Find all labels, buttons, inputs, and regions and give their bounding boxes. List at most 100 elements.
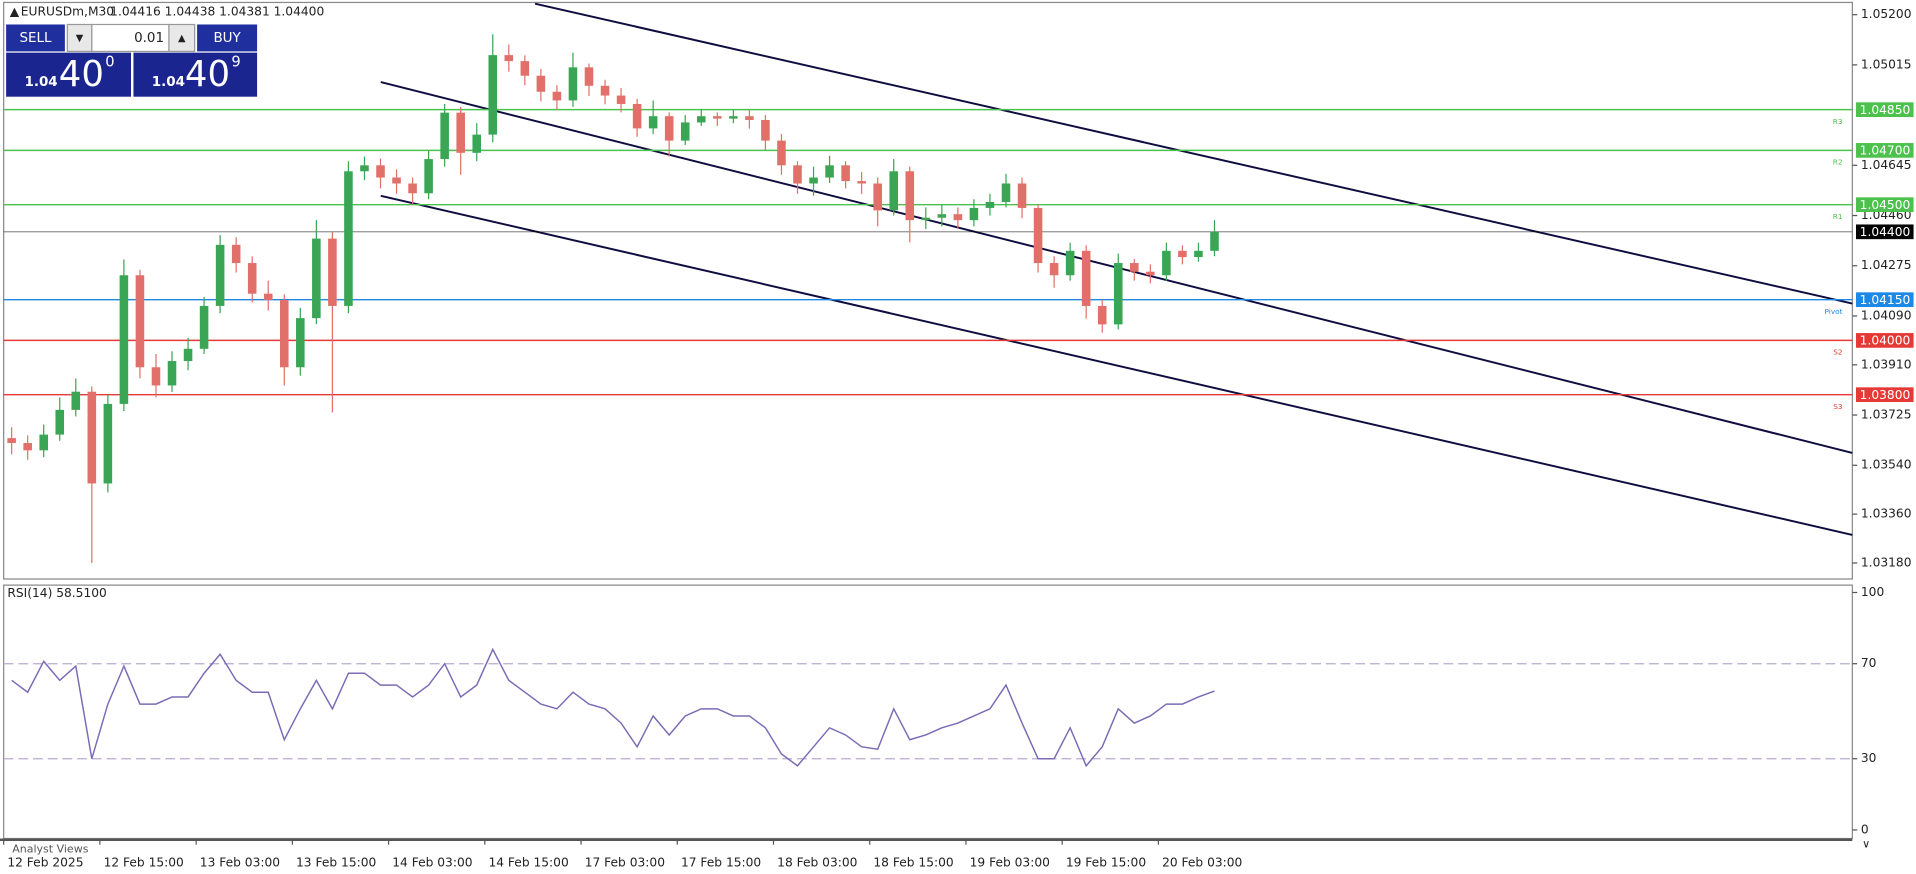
candle-body — [440, 112, 449, 160]
level-label: 1.03800 — [1860, 388, 1911, 402]
y-tick-label: 1.04275 — [1861, 258, 1912, 272]
candle-body — [713, 116, 722, 119]
candle-body — [1097, 305, 1107, 325]
scroll-icon[interactable]: ∨ — [1862, 838, 1870, 851]
y-tick-label: 30 — [1861, 751, 1877, 765]
x-tick-label: 13 Feb 15:00 — [296, 855, 376, 869]
candle-body — [1033, 207, 1043, 264]
candle-body — [873, 183, 882, 211]
symbol-title: EURUSDm,M30 — [21, 5, 114, 19]
level-label-box — [1856, 333, 1914, 348]
lot-down[interactable] — [66, 23, 93, 53]
level-name: R2 — [1833, 158, 1843, 167]
sell-price-box[interactable] — [6, 52, 131, 97]
candle-body — [504, 55, 514, 62]
candle-body — [376, 165, 385, 178]
candle-body — [215, 244, 225, 306]
level-name: R1 — [1833, 212, 1843, 221]
candle-body — [1194, 250, 1203, 258]
x-tick-label: 14 Feb 15:00 — [488, 855, 568, 869]
y-tick-label: 0 — [1861, 822, 1869, 836]
candle-body — [1178, 250, 1187, 258]
candle-body — [937, 214, 947, 218]
candle-body — [616, 95, 626, 104]
candle-body — [1081, 250, 1091, 306]
sell-button[interactable] — [6, 24, 65, 52]
candle-body — [584, 67, 594, 86]
candle-body — [231, 244, 241, 264]
candle-body — [809, 177, 818, 184]
x-tick-label: 17 Feb 03:00 — [585, 855, 665, 869]
candle-body — [761, 119, 770, 141]
candle-body — [263, 293, 273, 300]
level-label-box — [1856, 387, 1914, 403]
buy-label[interactable]: BUY — [213, 31, 241, 46]
candle-body — [841, 165, 850, 182]
main-panel — [3, 1, 1853, 580]
lot-input[interactable] — [91, 23, 170, 53]
lot-down-icon[interactable]: ▼ — [76, 33, 84, 44]
candle-body — [199, 305, 209, 349]
candle-body — [296, 318, 305, 368]
candle-body — [729, 116, 738, 119]
buy-button[interactable] — [197, 24, 258, 52]
candle-body — [167, 361, 177, 386]
candle-body — [520, 61, 530, 76]
candle-body — [1001, 183, 1011, 202]
candle-body — [1146, 271, 1155, 276]
candle-body — [600, 85, 610, 96]
candle-body — [328, 238, 337, 306]
plot-layer: 1.052001.050151.046451.044601.042751.040… — [3, 7, 1914, 869]
level-name: S3 — [1833, 402, 1843, 411]
candle-body — [408, 183, 417, 194]
candle-body — [664, 116, 674, 141]
sell-price-point: 0 — [105, 53, 114, 70]
level-label: 1.04700 — [1860, 143, 1911, 157]
sell-label[interactable]: SELL — [19, 31, 52, 46]
candle-body — [745, 116, 754, 120]
candle-body — [135, 275, 145, 368]
last-price-label: 1.04400 — [1860, 225, 1911, 239]
candle-body — [680, 122, 690, 141]
candle-body — [23, 443, 32, 451]
trend-line — [380, 194, 1853, 536]
candle-body — [279, 299, 289, 368]
candle-body — [696, 116, 706, 123]
sell-price-pips: 40 — [59, 54, 104, 95]
candle-body — [905, 171, 915, 221]
x-tick-label: 18 Feb 03:00 — [777, 855, 857, 869]
candle-body — [488, 55, 498, 135]
x-tick-label: 19 Feb 03:00 — [970, 855, 1050, 869]
level-label-box — [1856, 197, 1914, 213]
candle-body — [793, 165, 802, 184]
x-tick-label: 19 Feb 15:00 — [1066, 855, 1146, 869]
candle-body — [183, 348, 193, 362]
lot-up-icon[interactable]: ▲ — [178, 33, 186, 44]
candle-body — [456, 112, 465, 153]
x-tick-label: 12 Feb 2025 — [7, 855, 83, 869]
level-label-box — [1856, 143, 1914, 158]
candle-body — [777, 140, 786, 166]
candle-body — [1113, 263, 1123, 325]
level-label: 1.04150 — [1860, 293, 1911, 307]
buy-price-box[interactable] — [133, 52, 258, 97]
candle-body — [312, 238, 321, 319]
buy-price-point: 9 — [231, 53, 240, 70]
candle-body — [953, 214, 963, 221]
y-tick-label: 1.05200 — [1861, 7, 1912, 21]
candle-body — [119, 275, 129, 404]
level-label-box — [1856, 102, 1914, 118]
x-tick-label: 12 Feb 15:00 — [104, 855, 184, 869]
y-tick-label: 1.03725 — [1861, 408, 1912, 422]
trend-line — [534, 2, 1853, 305]
footer-tab[interactable]: Analyst Views — [12, 843, 88, 856]
level-name: R3 — [1833, 117, 1843, 126]
level-name: Pivot — [1825, 307, 1843, 316]
lot-up[interactable] — [168, 23, 196, 53]
rsi-title: RSI(14) 58.5100 — [7, 586, 106, 600]
candle-body — [1162, 250, 1171, 276]
lot-value[interactable]: 0.01 — [134, 31, 164, 46]
candle-body — [969, 207, 979, 221]
